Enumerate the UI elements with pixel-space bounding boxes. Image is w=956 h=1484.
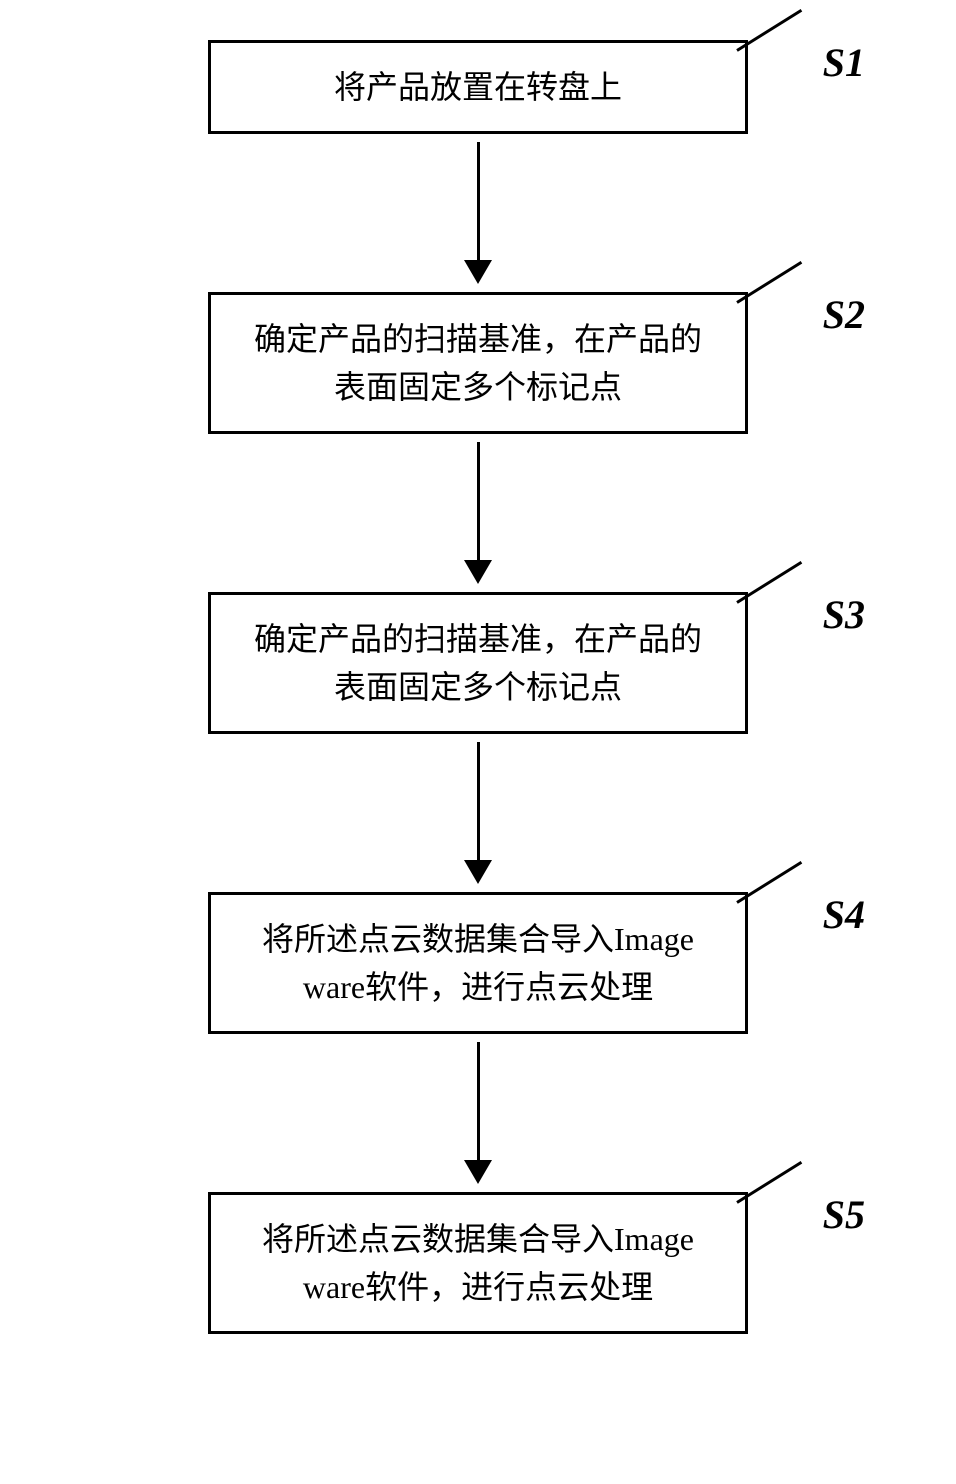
step-box-3: 确定产品的扫描基准，在产品的表面固定多个标记点 S3 [208, 592, 748, 734]
arrow-shaft [477, 442, 480, 562]
connector-line-1 [736, 9, 802, 52]
step-wrapper-5: 将所述点云数据集合导入Image ware软件，进行点云处理 S5 [128, 1192, 828, 1334]
step-text-5: 将所述点云数据集合导入Image ware软件，进行点云处理 [262, 1221, 694, 1305]
arrow-head-icon [464, 260, 492, 284]
arrow-shaft [477, 142, 480, 262]
connector-line-4 [736, 861, 802, 904]
step-label-5: S5 [823, 1185, 865, 1245]
step-label-3: S3 [823, 585, 865, 645]
step-box-4: 将所述点云数据集合导入Image ware软件，进行点云处理 S4 [208, 892, 748, 1034]
step-text-3: 确定产品的扫描基准，在产品的表面固定多个标记点 [254, 621, 702, 705]
step-label-1: S1 [823, 33, 865, 93]
step-wrapper-4: 将所述点云数据集合导入Image ware软件，进行点云处理 S4 [128, 892, 828, 1034]
step-text-4: 将所述点云数据集合导入Image ware软件，进行点云处理 [262, 921, 694, 1005]
arrow-head-icon [464, 860, 492, 884]
step-label-4: S4 [823, 885, 865, 945]
step-wrapper-1: 将产品放置在转盘上 S1 [128, 40, 828, 134]
arrow-head-icon [464, 560, 492, 584]
step-wrapper-2: 确定产品的扫描基准，在产品的表面固定多个标记点 S2 [128, 292, 828, 434]
step-box-2: 确定产品的扫描基准，在产品的表面固定多个标记点 S2 [208, 292, 748, 434]
step-wrapper-3: 确定产品的扫描基准，在产品的表面固定多个标记点 S3 [128, 592, 828, 734]
step-text-2: 确定产品的扫描基准，在产品的表面固定多个标记点 [254, 321, 702, 405]
step-label-2: S2 [823, 285, 865, 345]
arrow-1 [464, 142, 492, 284]
step-box-1: 将产品放置在转盘上 S1 [208, 40, 748, 134]
flowchart-container: 将产品放置在转盘上 S1 确定产品的扫描基准，在产品的表面固定多个标记点 S2 … [128, 40, 828, 1334]
connector-line-2 [736, 261, 802, 304]
arrow-shaft [477, 1042, 480, 1162]
connector-line-3 [736, 561, 802, 604]
step-box-5: 将所述点云数据集合导入Image ware软件，进行点云处理 S5 [208, 1192, 748, 1334]
step-text-1: 将产品放置在转盘上 [334, 69, 622, 105]
arrow-4 [464, 1042, 492, 1184]
arrow-shaft [477, 742, 480, 862]
arrow-3 [464, 742, 492, 884]
arrow-2 [464, 442, 492, 584]
arrow-head-icon [464, 1160, 492, 1184]
connector-line-5 [736, 1161, 802, 1204]
